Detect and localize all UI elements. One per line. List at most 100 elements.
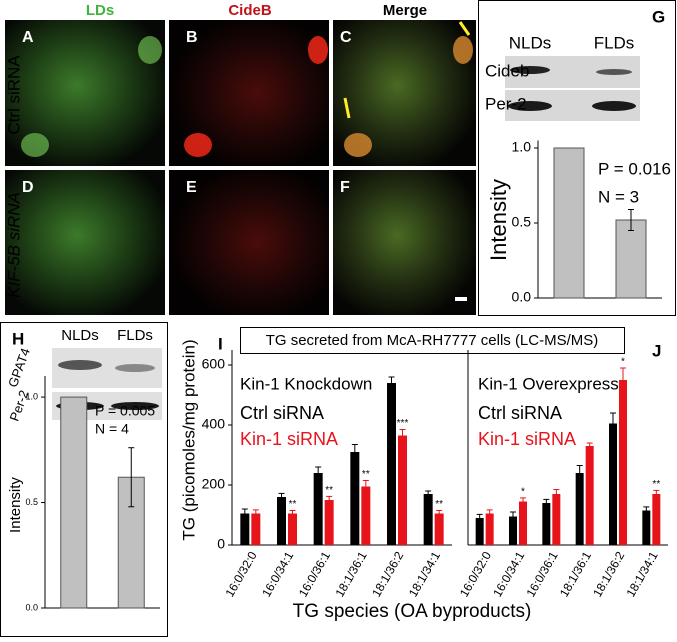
x-tick-label: 18:1/36:2 — [590, 549, 627, 600]
bar — [552, 494, 561, 545]
column-label: LDs — [86, 2, 114, 19]
significance: ** — [325, 485, 333, 496]
bar — [615, 219, 647, 299]
y-tick-label: 1.0 — [512, 139, 532, 155]
bar — [251, 513, 261, 545]
row-label: Per-2 — [485, 94, 527, 113]
x-axis-label: TG species (OA byproducts) — [293, 601, 532, 622]
row-label: Ctrl siRNA — [4, 55, 23, 135]
bar — [324, 500, 334, 545]
annotation: P = 0.016 — [598, 159, 671, 178]
x-tick-label: 16:0/34:1 — [259, 549, 296, 600]
blot-band — [510, 66, 550, 74]
panel-letter: G — [652, 7, 665, 26]
row-label: GPAT4 — [5, 346, 33, 389]
bar — [434, 513, 444, 545]
bar — [485, 513, 494, 545]
legend-entry: Kin-1 siRNA — [478, 429, 576, 449]
y-axis-label: TG (picomoles/mg protein) — [179, 339, 198, 540]
arrow — [458, 21, 471, 36]
micrographs — [5, 20, 476, 315]
row-label: Cideb — [485, 61, 529, 80]
annotation: N = 3 — [598, 187, 639, 206]
chart-title: Kin-1 Knockdown — [240, 374, 372, 393]
annotation: N = 4 — [95, 421, 129, 437]
y-tick-label: 600 — [202, 356, 226, 372]
panel-letter: F — [340, 179, 350, 196]
bar — [475, 518, 484, 545]
blot-band — [596, 69, 632, 75]
significance: ** — [289, 499, 297, 510]
chart-title: Kin-1 Overexpress — [478, 374, 619, 393]
bar — [509, 516, 517, 545]
legend-entry: Ctrl siRNA — [478, 403, 562, 423]
x-tick-label: 16:0/36:1 — [524, 549, 561, 600]
cell-spot — [453, 36, 473, 64]
bar — [642, 510, 651, 545]
cell-spot — [308, 36, 328, 64]
panel-letter: I — [218, 334, 223, 353]
x-tick-label: 18:1/36:2 — [369, 549, 406, 600]
y-tick-label: 1.0 — [25, 391, 38, 401]
panel-letter: B — [186, 29, 198, 46]
bar — [60, 396, 88, 609]
bar — [553, 147, 585, 299]
bar — [619, 380, 627, 545]
significance: ** — [362, 469, 370, 480]
bar — [423, 494, 433, 545]
x-tick-label: 18:1/34:1 — [624, 549, 661, 600]
panel-letter: H — [12, 329, 24, 348]
banner: TG secreted from McA-RH7777 cells (LC-MS… — [266, 332, 599, 349]
x-tick-label: 16:0/32:0 — [223, 549, 260, 600]
y-tick-label: 0.5 — [25, 497, 38, 507]
bar — [313, 473, 323, 545]
legend-entry: Kin-1 siRNA — [240, 429, 338, 449]
bar — [652, 494, 661, 545]
significance: * — [621, 357, 625, 368]
y-tick-label: 0 — [217, 536, 225, 552]
x-tick-label: 16:0/34:1 — [490, 549, 527, 600]
x-tick-label: 18:1/34:1 — [406, 549, 443, 600]
y-tick-label: 0.0 — [25, 602, 38, 612]
bar — [387, 383, 396, 545]
panel-border — [478, 0, 676, 316]
panel-letter: C — [340, 29, 352, 46]
x-tick-label: 18:1/36:1 — [557, 549, 594, 600]
significance: ** — [435, 499, 443, 510]
image — [169, 170, 329, 315]
bar — [398, 435, 407, 545]
significance: * — [521, 487, 525, 498]
significance: ** — [652, 479, 660, 490]
scale-bar — [455, 297, 467, 301]
banner-box — [240, 327, 625, 354]
lane-label: FLDs — [117, 327, 153, 344]
cell-spot — [138, 36, 162, 64]
blot-band — [111, 402, 159, 410]
cell-spot — [344, 133, 372, 157]
bar — [609, 423, 617, 545]
bar — [277, 497, 286, 545]
bar — [240, 513, 250, 545]
significance: *** — [397, 418, 409, 429]
blot-band — [115, 364, 155, 372]
x-tick-label: 16:0/36:1 — [296, 549, 333, 600]
bar — [350, 452, 360, 545]
bar — [361, 486, 371, 545]
y-tick-label: 0.0 — [512, 289, 532, 305]
image — [5, 170, 165, 315]
bar — [542, 503, 551, 545]
lane-label: NLDs — [509, 33, 552, 52]
lane-label: NLDs — [61, 327, 99, 344]
y-tick-label: 0.5 — [512, 214, 532, 230]
cell-spot — [184, 133, 212, 157]
bar — [585, 446, 594, 545]
lane-label: FLDs — [594, 33, 635, 52]
panel-letter: D — [22, 179, 34, 196]
y-tick-label: 400 — [202, 416, 226, 432]
arrow — [343, 97, 351, 119]
bar — [575, 473, 584, 545]
x-tick-label: 16:0/32:0 — [457, 549, 494, 600]
bar — [519, 501, 527, 545]
blot-band — [508, 101, 552, 111]
